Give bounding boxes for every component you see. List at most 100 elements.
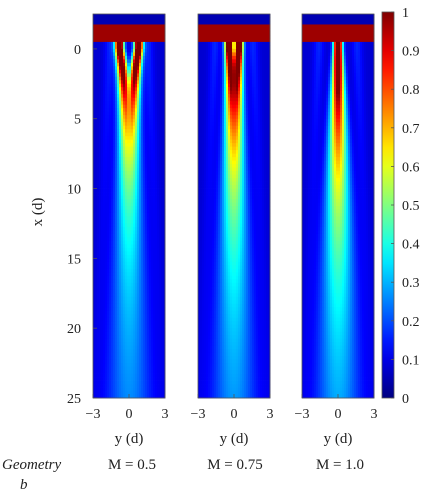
heatmap-cell (105, 160, 108, 165)
heatmap-cell (121, 139, 124, 144)
heatmap-cell (93, 261, 96, 266)
heatmap-cell (115, 94, 118, 99)
heatmap-cell (163, 275, 166, 280)
heatmap-cell (107, 363, 110, 367)
heatmap-cell (151, 303, 154, 308)
heatmap-cell (151, 366, 154, 371)
heatmap-cell (212, 55, 215, 60)
heatmap-cell (109, 303, 112, 308)
heatmap-cell (147, 296, 150, 301)
heatmap-cell (111, 206, 114, 210)
heatmap-cell (125, 62, 128, 67)
heatmap-cell (117, 150, 120, 155)
heatmap-cell (123, 230, 126, 235)
heatmap-cell (222, 97, 225, 102)
heatmap-cell (155, 73, 158, 78)
heatmap-cell (113, 52, 116, 57)
heatmap-cell (155, 115, 158, 120)
heatmap-cell (137, 289, 140, 294)
heatmap-cell (123, 370, 126, 374)
heatmap-cell (153, 265, 156, 270)
heatmap-cell (121, 300, 124, 305)
heatmap-cell (131, 261, 134, 266)
heatmap-cell (153, 230, 156, 235)
heatmap-cell (117, 342, 120, 347)
heatmap-cell (143, 171, 146, 175)
heatmap-cell (200, 52, 203, 57)
heatmap-cell (105, 286, 108, 291)
heatmap-cell (135, 223, 138, 228)
heatmap-cell (119, 38, 122, 43)
heatmap-cell (149, 73, 152, 78)
heatmap-cell (95, 230, 98, 235)
heatmap-cell (264, 59, 267, 64)
heatmap-cell (149, 223, 152, 228)
heatmap-cell (97, 377, 100, 381)
heatmap-cell (155, 195, 158, 200)
heatmap-cell (220, 104, 223, 109)
heatmap-cell (127, 244, 130, 249)
heatmap-cell (129, 66, 132, 71)
heatmap-cell (139, 335, 142, 340)
heatmap-cell (111, 293, 114, 298)
heatmap-cell (117, 38, 120, 43)
heatmap-cell (262, 14, 265, 18)
heatmap-cell (151, 293, 154, 298)
heatmap-cell (149, 24, 152, 29)
heatmap-cell (99, 24, 102, 29)
heatmap-cell (137, 185, 140, 189)
heatmap-cell (147, 240, 150, 245)
heatmap-cell (149, 226, 152, 231)
heatmap-cell (155, 244, 158, 249)
heatmap-cell (125, 331, 128, 336)
heatmap-cell (198, 48, 201, 53)
heatmap-cell (250, 34, 253, 39)
heatmap-cell (117, 300, 120, 305)
heatmap-cell (123, 125, 126, 130)
heatmap-cell (117, 62, 120, 67)
heatmap-cell (105, 17, 108, 22)
heatmap-cell (242, 62, 245, 67)
heatmap-cell (139, 27, 142, 32)
heatmap-cell (135, 115, 138, 120)
heatmap-cell (204, 76, 207, 81)
heatmap-cell (161, 185, 164, 189)
heatmap-cell (105, 282, 108, 287)
heatmap-cell (147, 136, 150, 141)
heatmap-cell (159, 230, 162, 235)
heatmap-cell (143, 206, 146, 210)
heatmap-cell (111, 41, 114, 46)
heatmap-cell (101, 373, 104, 378)
heatmap-cell (113, 247, 116, 252)
heatmap-cell (123, 146, 126, 151)
heatmap-cell (159, 296, 162, 301)
heatmap-cell (127, 111, 130, 116)
heatmap-cell (133, 181, 136, 186)
heatmap-cell (123, 338, 126, 343)
heatmap-cell (95, 185, 98, 189)
heatmap-cell (103, 359, 106, 364)
heatmap-cell (244, 41, 247, 46)
heatmap-cell (145, 268, 148, 273)
heatmap-cell (137, 38, 140, 43)
heatmap-cell (161, 146, 164, 151)
heatmap-cell (143, 45, 146, 50)
heatmap-cell (147, 209, 150, 214)
heatmap-cell (117, 195, 120, 200)
heatmap-cell (95, 38, 98, 43)
heatmap-cell (159, 195, 162, 200)
heatmap-cell (220, 90, 223, 95)
heatmap-cell (157, 356, 160, 360)
heatmap-cell (266, 14, 269, 18)
heatmap-cell (159, 363, 162, 367)
heatmap-cell (266, 31, 269, 36)
heatmap-cell (135, 118, 138, 123)
heatmap-cell (157, 209, 160, 214)
heatmap-cell (129, 331, 132, 336)
heatmap-cell (131, 338, 134, 343)
heatmap-cell (139, 178, 142, 182)
heatmap-cell (143, 122, 146, 127)
heatmap-cell (147, 157, 150, 162)
heatmap-cell (202, 90, 205, 95)
heatmap-cell (222, 52, 225, 57)
